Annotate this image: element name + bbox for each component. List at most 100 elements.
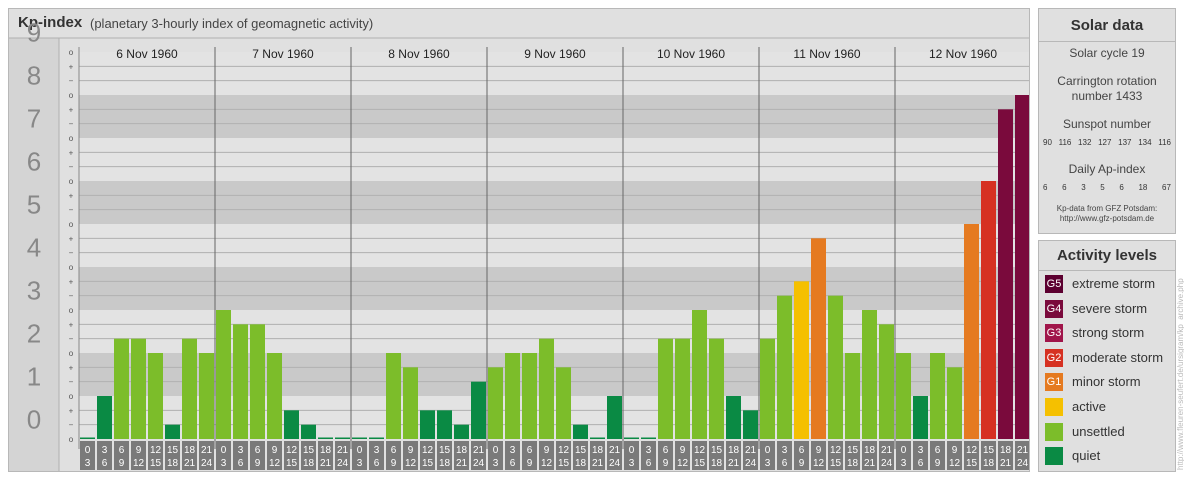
interval-start-label: 15 [439, 445, 451, 456]
solar-cycle: Solar cycle 19 [1069, 46, 1145, 60]
legend-swatch: G4 [1045, 299, 1063, 318]
y-tick-label: 3 [27, 276, 41, 306]
y-minor-mark: − [69, 206, 74, 215]
interval-box [301, 441, 316, 470]
kp-bar [964, 224, 979, 439]
interval-box [913, 441, 928, 470]
legend-item: G5 extreme storm [1045, 274, 1175, 294]
y-minor-mark: − [69, 120, 74, 129]
interval-box [471, 441, 486, 470]
y-tick-label: 8 [27, 61, 41, 91]
kp-bar [267, 353, 282, 439]
y-tick-label: 4 [27, 233, 41, 263]
kp-bar [250, 324, 265, 439]
background-band [79, 138, 1029, 181]
interval-box [488, 441, 503, 470]
interval-end-label: 21 [456, 458, 468, 469]
interval-start-label: 9 [680, 445, 686, 456]
interval-start-label: 6 [799, 445, 805, 456]
y-minor-mark: + [69, 406, 74, 415]
kp-bar [505, 353, 520, 439]
legend-label: active [1072, 399, 1106, 414]
interval-box [80, 441, 95, 470]
interval-end-label: 12 [677, 458, 689, 469]
interval-end-label: 21 [864, 458, 876, 469]
kp-bar [1015, 95, 1029, 439]
interval-box [233, 441, 248, 470]
kp-bar [318, 437, 333, 439]
interval-box [148, 441, 163, 470]
interval-box [454, 441, 469, 470]
interval-start-label: 12 [694, 445, 706, 456]
kp-bar [182, 338, 197, 439]
interval-start-label: 12 [286, 445, 298, 456]
interval-box [743, 441, 758, 470]
kp-bar [199, 353, 214, 439]
interval-end-label: 18 [575, 458, 587, 469]
interval-end-label: 18 [439, 458, 451, 469]
kp-bar [981, 181, 996, 439]
interval-box [930, 441, 945, 470]
interval-box [284, 441, 299, 470]
solar-data-panel: Solar data Solar cycle 19 Carrington rot… [1038, 8, 1176, 234]
interval-end-label: 21 [320, 458, 332, 469]
kp-bar [114, 338, 129, 439]
kp-bar [471, 381, 486, 439]
kp-bar [284, 410, 299, 439]
interval-end-label: 18 [167, 458, 179, 469]
kp-bar [743, 410, 758, 439]
legend-swatch: G5 [1045, 275, 1063, 293]
source-line2: http://www.gfz-potsdam.de [1059, 214, 1155, 223]
kp-bar [726, 396, 741, 439]
legend-item: unsettled [1045, 422, 1175, 442]
legend-label: strong storm [1072, 325, 1145, 341]
interval-box [114, 441, 129, 470]
y-minor-mark: + [69, 320, 74, 329]
interval-start-label: 0 [221, 445, 227, 456]
kp-bar [811, 238, 826, 439]
y-minor-mark: o [69, 48, 74, 57]
interval-start-label: 6 [527, 445, 533, 456]
interval-end-label: 21 [184, 458, 196, 469]
interval-start-label: 18 [592, 445, 604, 456]
ap-value: 6 [1062, 183, 1067, 192]
interval-box [845, 441, 860, 470]
interval-box [267, 441, 282, 470]
kp-bar [590, 437, 605, 439]
interval-box [505, 441, 520, 470]
interval-end-label: 6 [238, 458, 244, 469]
kp-bar [641, 437, 656, 439]
interval-end-label: 9 [663, 458, 669, 469]
kp-bar [930, 353, 945, 439]
interval-start-label: 15 [575, 445, 587, 456]
background-band [79, 181, 1029, 224]
interval-end-label: 15 [286, 458, 298, 469]
interval-box [794, 441, 809, 470]
interval-start-label: 9 [408, 445, 414, 456]
y-minor-mark: − [69, 421, 74, 430]
interval-end-label: 3 [901, 458, 907, 469]
interval-start-label: 3 [918, 445, 924, 456]
interval-box [692, 441, 707, 470]
interval-start-label: 21 [881, 445, 893, 456]
interval-end-label: 24 [337, 458, 349, 469]
legend-swatch [1045, 398, 1063, 416]
interval-start-label: 21 [337, 445, 349, 456]
interval-start-label: 0 [85, 445, 91, 456]
interval-end-label: 15 [150, 458, 162, 469]
interval-box [1015, 441, 1029, 470]
legend-item: G1 minor storm [1045, 372, 1175, 392]
interval-end-label: 12 [405, 458, 417, 469]
interval-box [335, 441, 350, 470]
interval-end-label: 6 [374, 458, 380, 469]
interval-start-label: 0 [765, 445, 771, 456]
y-minor-mark: − [69, 292, 74, 301]
interval-start-label: 12 [966, 445, 978, 456]
interval-start-label: 15 [303, 445, 315, 456]
interval-box [420, 441, 435, 470]
kp-bar [658, 338, 673, 439]
interval-start-label: 18 [184, 445, 196, 456]
interval-start-label: 3 [782, 445, 788, 456]
interval-end-label: 21 [592, 458, 604, 469]
credit-url: http://www.fleuren-seufert.de/ursigram/k… [1176, 278, 1184, 470]
